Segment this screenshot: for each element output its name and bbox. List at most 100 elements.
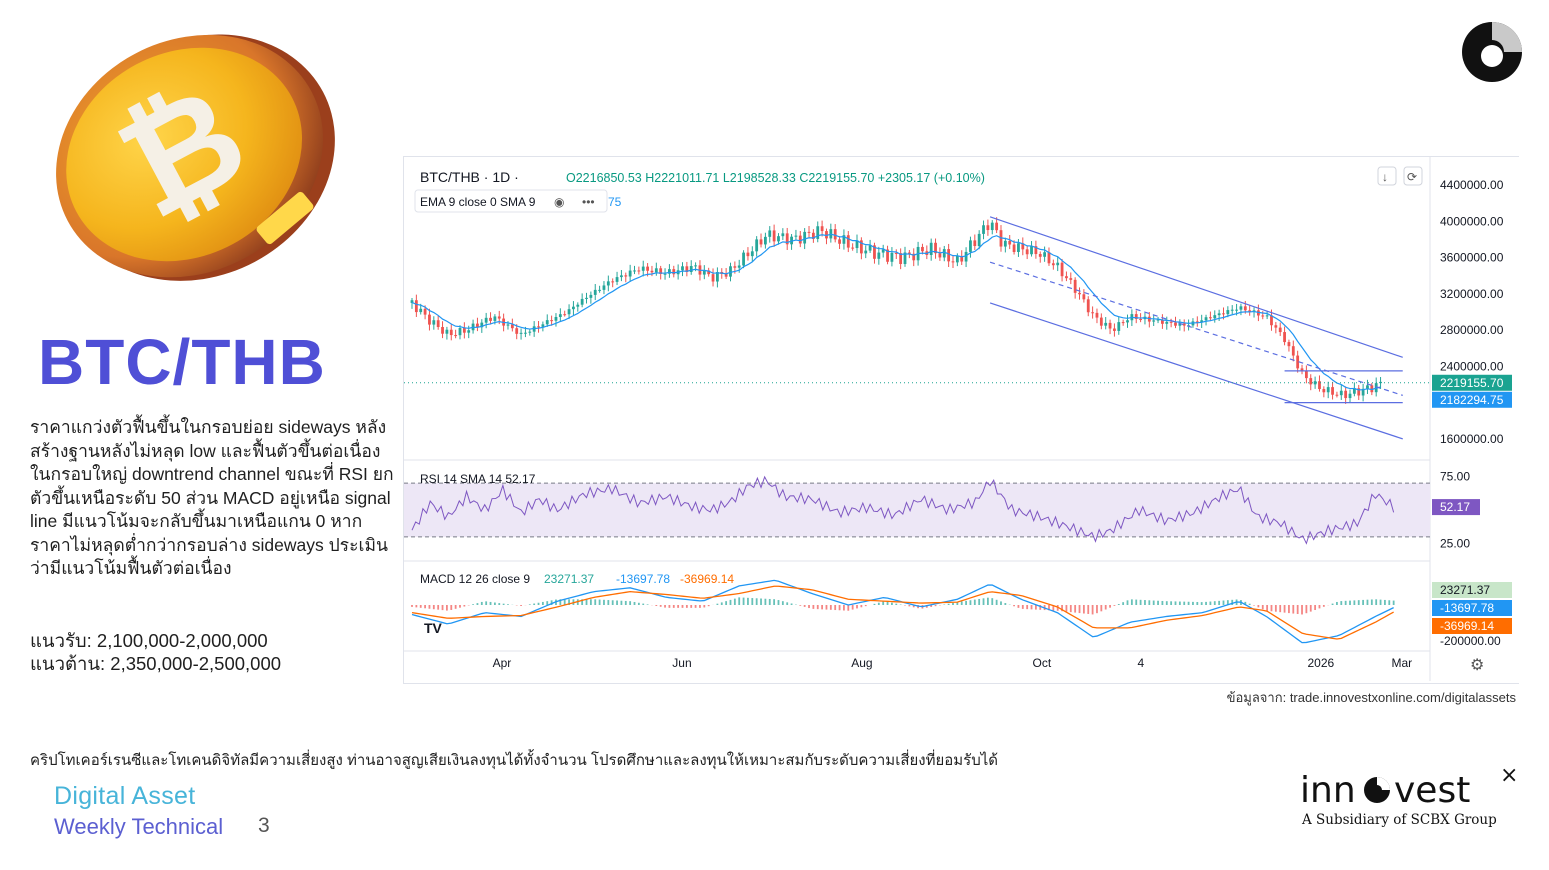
candle — [1174, 322, 1177, 326]
macd-histogram-bar — [616, 600, 618, 605]
macd-histogram-bar — [764, 598, 767, 605]
candle — [873, 245, 876, 259]
macd-histogram-bar — [528, 604, 531, 605]
time-tick-label: Aug — [851, 656, 872, 670]
macd-histogram-bar — [1314, 605, 1317, 611]
ema-line — [411, 233, 1381, 391]
candle — [1178, 323, 1182, 326]
macd-histogram-bar — [568, 599, 570, 605]
macd-histogram-bar — [1292, 605, 1295, 614]
macd-histogram-bar — [485, 601, 488, 605]
candle — [881, 249, 885, 253]
macd-histogram-bar — [1340, 601, 1343, 605]
macd-histogram-bar — [908, 605, 911, 607]
candle — [445, 329, 449, 334]
candle — [1230, 309, 1234, 311]
macd-histogram-bar — [507, 604, 509, 605]
last-price-label: 2219155.70 — [1440, 376, 1504, 390]
candle — [1195, 321, 1199, 323]
price-chart[interactable]: 4400000.00 4000000.00 3600000.00 3200000.00… — [404, 157, 1518, 681]
macd-histogram-bar — [1213, 601, 1216, 605]
candle — [768, 230, 772, 237]
macd-histogram-bar — [1187, 601, 1190, 605]
innovestx-logo: inn vest × A Subsidiary of SCBX Group — [1300, 763, 1518, 828]
candle — [1209, 317, 1212, 319]
candle — [1152, 320, 1156, 322]
macd-histogram-bar — [882, 601, 885, 605]
candle — [798, 235, 802, 244]
rsi-tick-label: 25.00 — [1440, 537, 1470, 551]
macd-histogram-bar — [995, 599, 998, 605]
macd-histogram-bar — [1218, 600, 1221, 605]
macd-histogram-bar — [1357, 600, 1360, 605]
macd-histogram-bar — [489, 601, 492, 605]
brand-name-left: inn — [1300, 770, 1356, 811]
macd-histogram-bar — [1244, 601, 1247, 605]
macd-histogram-bar — [1056, 605, 1059, 611]
macd-histogram-bar — [1157, 600, 1159, 605]
candle — [414, 300, 418, 313]
candle — [785, 233, 789, 245]
candle — [711, 274, 715, 282]
macd-histogram-bar — [1178, 601, 1181, 605]
indicator-value: 75 — [608, 195, 622, 209]
candle — [1287, 342, 1291, 347]
macd-histogram-bar — [677, 605, 680, 608]
macd-histogram-bar — [1039, 605, 1042, 610]
candle — [1335, 394, 1339, 396]
candle — [990, 222, 994, 231]
macd-histogram-bar — [891, 602, 893, 605]
macd-value-tag-label: 23271.37 — [1440, 583, 1490, 597]
candle — [912, 253, 916, 261]
candle — [1156, 319, 1160, 321]
candle — [1073, 279, 1077, 293]
macd-histogram-bar — [1322, 605, 1325, 607]
candle — [659, 268, 663, 274]
macd-histogram-bar — [441, 605, 444, 611]
macd-line — [411, 579, 1394, 644]
macd-histogram-bar — [960, 601, 963, 605]
macd-histogram-bar — [546, 601, 549, 605]
macd-histogram-bar — [825, 605, 828, 610]
candle — [986, 225, 990, 231]
candle — [811, 232, 815, 239]
candle — [816, 226, 820, 239]
candle — [1086, 299, 1090, 313]
candle — [458, 328, 462, 336]
macd-histogram-bar — [1370, 599, 1373, 605]
macd-histogram-bar — [877, 602, 880, 605]
series-name: Digital Asset — [54, 782, 196, 810]
macd-histogram-bar — [1349, 600, 1351, 605]
macd-histogram-bar — [1113, 605, 1116, 606]
macd-histogram-bar — [480, 601, 483, 605]
candle — [842, 235, 846, 244]
macd-histogram-bar — [812, 605, 815, 609]
macd-histogram-bar — [991, 598, 994, 605]
candle — [410, 300, 414, 303]
candle — [868, 245, 872, 251]
channel-upper-line — [989, 216, 1403, 358]
macd-histogram-bar — [1344, 600, 1347, 605]
macd-histogram-bar — [1126, 600, 1129, 605]
eye-icon: ◉ — [554, 195, 564, 209]
macd-histogram-bar — [1253, 605, 1255, 606]
candle — [585, 297, 588, 299]
candle — [558, 314, 562, 318]
candle — [1300, 368, 1304, 372]
macd-histogram-bar — [895, 603, 898, 605]
candle — [694, 265, 697, 267]
macd-histogram-bar — [1174, 601, 1177, 605]
macd-histogram-bar — [585, 599, 588, 605]
macd-histogram-bar — [476, 603, 479, 605]
candle — [1213, 315, 1217, 319]
settings-icon: ⚙ — [1470, 657, 1484, 674]
candle — [947, 249, 951, 262]
candle — [606, 281, 610, 286]
macd-hist-value: 23271.37 — [544, 572, 594, 586]
rsi-tick-label: 75.00 — [1440, 469, 1470, 483]
macd-value-tag — [1432, 618, 1512, 634]
macd-histogram-bar — [642, 603, 645, 605]
macd-histogram-bar — [978, 598, 981, 605]
macd-histogram-bar — [1148, 600, 1151, 605]
macd-histogram-bar — [873, 603, 876, 605]
